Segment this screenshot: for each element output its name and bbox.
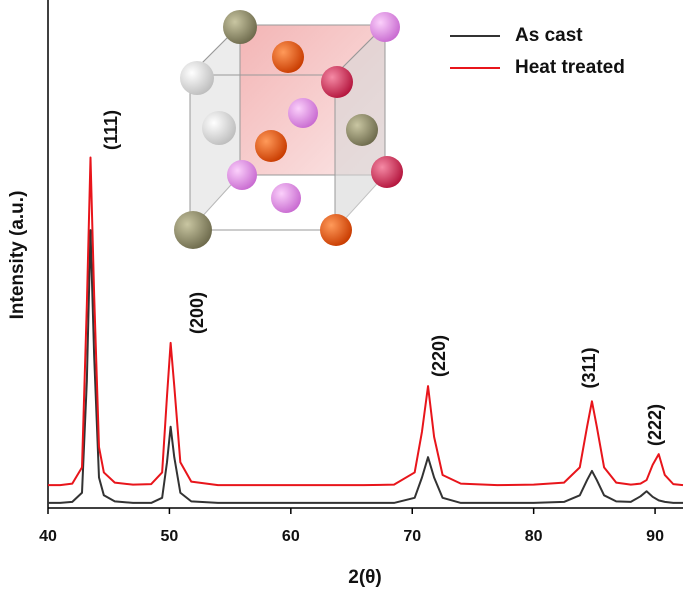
x-axis-title: 2(θ)	[348, 567, 382, 588]
x-tick-label: 60	[282, 528, 300, 545]
x-tick-label: 40	[39, 528, 57, 545]
atom	[271, 183, 301, 213]
legend-label: Heat treated	[515, 57, 625, 78]
atom	[272, 41, 304, 73]
atom	[321, 66, 353, 98]
atom	[255, 130, 287, 162]
x-tick-label: 90	[646, 528, 664, 545]
atom	[320, 214, 352, 246]
atom	[174, 211, 212, 249]
legend-label: As cast	[515, 25, 583, 46]
atom	[223, 10, 257, 44]
atom	[370, 12, 400, 42]
atom	[227, 160, 257, 190]
peak-annotation: (111)	[101, 110, 121, 150]
cube-edges	[189, 24, 387, 76]
series-line	[48, 229, 683, 504]
crystal-inset	[174, 10, 403, 249]
y-axis-title: Intensity (a.u.)	[7, 191, 28, 320]
peak-annotation: (220)	[429, 335, 449, 377]
series-line	[48, 156, 684, 487]
atom	[180, 61, 214, 95]
x-tick-label: 70	[403, 528, 421, 545]
atom	[371, 156, 403, 188]
x-tick-label: 50	[161, 528, 179, 545]
x-tick-label: 80	[525, 528, 543, 545]
atom	[202, 111, 236, 145]
peak-annotation: (311)	[579, 347, 599, 388]
peak-annotation: (222)	[645, 404, 665, 446]
atom	[288, 98, 318, 128]
peak-annotation: (200)	[187, 292, 207, 334]
atom	[346, 114, 378, 146]
